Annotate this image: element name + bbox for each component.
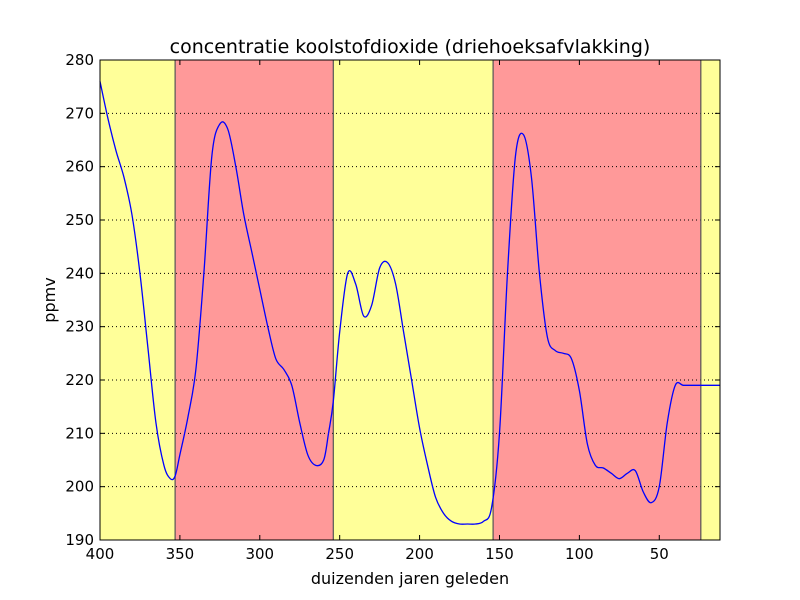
- chart-title: concentratie koolstofdioxide (driehoeksa…: [170, 36, 651, 58]
- x-tick-label-50: 50: [650, 545, 669, 563]
- y-tick-label-280: 280: [65, 51, 94, 69]
- series-line-0: [99, 81, 720, 525]
- x-axis-ticks: 400 350 300 250 200 150 100 50: [86, 60, 669, 563]
- x-tick-label-100: 100: [565, 545, 594, 563]
- band-2: [333, 60, 494, 540]
- y-axis-ticks: 190 200 210 220 230 240 250 260 270 280: [65, 51, 720, 549]
- y-tick-label-190: 190: [65, 531, 94, 549]
- y-tick-label-240: 240: [65, 264, 94, 282]
- y-tick-label-260: 260: [65, 158, 94, 176]
- y-tick-label-200: 200: [65, 478, 94, 496]
- x-tick-label-350: 350: [166, 545, 195, 563]
- x-tick-label-300: 300: [245, 545, 274, 563]
- y-tick-label-230: 230: [65, 318, 94, 336]
- band-1: [175, 60, 334, 540]
- y-axis-label: ppmv: [40, 277, 59, 322]
- band-4: [700, 60, 720, 540]
- grid-lines: [100, 112, 720, 488]
- y-tick-label-220: 220: [65, 371, 94, 389]
- background-bands: [100, 60, 720, 540]
- plot-frame: [99, 59, 721, 541]
- x-tick-label-400: 400: [86, 545, 115, 563]
- series-group: [99, 81, 720, 525]
- x-tick-label-250: 250: [325, 545, 354, 563]
- x-tick-label-200: 200: [405, 545, 434, 563]
- y-tick-label-210: 210: [65, 424, 94, 442]
- y-tick-label-250: 250: [65, 211, 94, 229]
- band-3: [493, 60, 701, 540]
- x-axis-label: duizenden jaren geleden: [311, 569, 509, 588]
- x-tick-label-150: 150: [485, 545, 514, 563]
- band-boundaries: [174, 60, 702, 540]
- y-tick-label-270: 270: [65, 104, 94, 122]
